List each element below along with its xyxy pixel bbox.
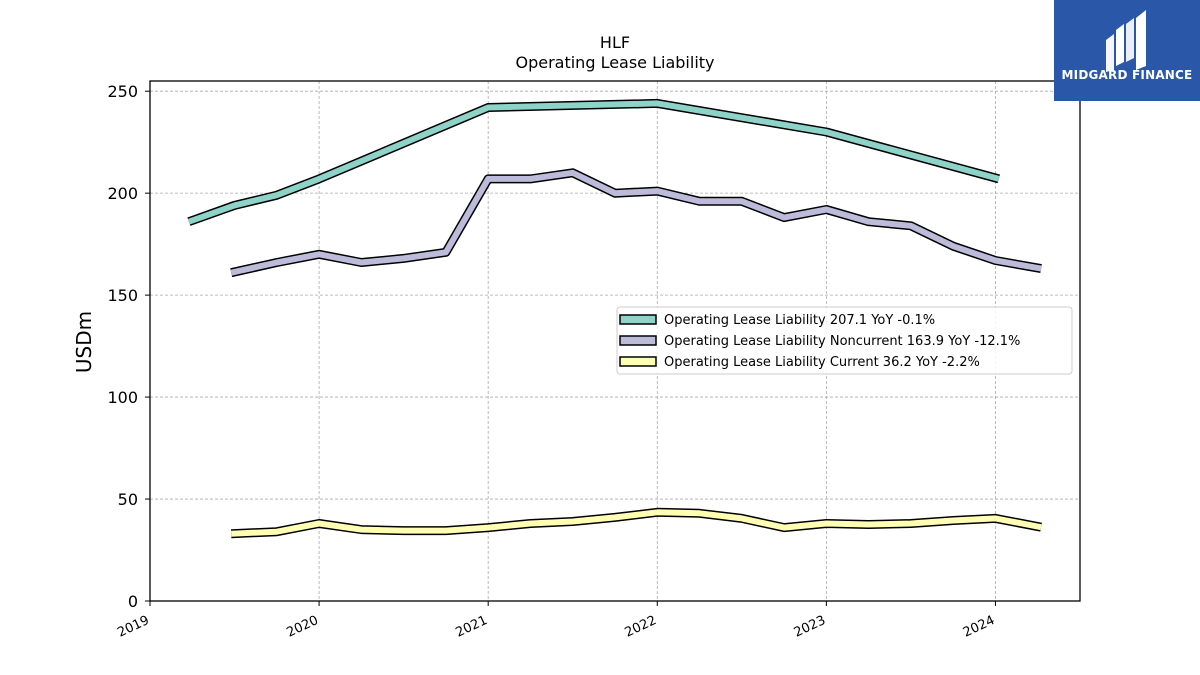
legend-swatch	[619, 314, 657, 325]
legend: Operating Lease Liability 207.1 YoY -0.1…	[616, 306, 1073, 375]
x-tick-label: 2022	[623, 613, 659, 641]
y-tick-label: 100	[107, 388, 138, 407]
x-tick-label: 2021	[454, 613, 490, 641]
legend-box	[616, 306, 1073, 375]
series-outline-0	[187, 98, 1000, 226]
y-tick-label: 0	[128, 592, 138, 611]
company-logo: MIDGARD FINANCE	[1054, 0, 1200, 101]
x-tick-label: 2020	[284, 613, 320, 641]
plot-frame	[149, 80, 1081, 602]
legend-entry: Operating Lease Liability Noncurrent 163…	[664, 334, 1020, 349]
logo-mark-icon	[1106, 10, 1146, 72]
x-tick-label: 2019	[115, 613, 151, 641]
legend-entry: Operating Lease Liability 207.1 YoY -0.1…	[664, 313, 935, 328]
y-tick-label: 200	[107, 184, 138, 203]
legend-swatch	[619, 335, 657, 346]
y-tick-label: 50	[118, 490, 138, 509]
y-tick-label: 250	[107, 82, 138, 101]
x-tick-label: 2023	[792, 613, 828, 641]
legend-entry: Operating Lease Liability Current 36.2 Y…	[664, 355, 980, 370]
series-line-0	[187, 100, 1000, 225]
y-axis-label: USDm	[72, 311, 96, 373]
series-lines	[187, 98, 1042, 539]
series-line-2	[231, 509, 1042, 537]
series-line-1	[230, 169, 1042, 276]
logo-text: MIDGARD FINANCE	[1061, 68, 1193, 82]
x-tick-label: 2024	[961, 613, 997, 641]
legend-swatch	[619, 356, 657, 367]
series-outline-1	[230, 168, 1042, 278]
chart-title: HLF	[600, 33, 630, 52]
y-tick-label: 150	[107, 286, 138, 305]
chart-subtitle: Operating Lease Liability	[515, 53, 714, 72]
